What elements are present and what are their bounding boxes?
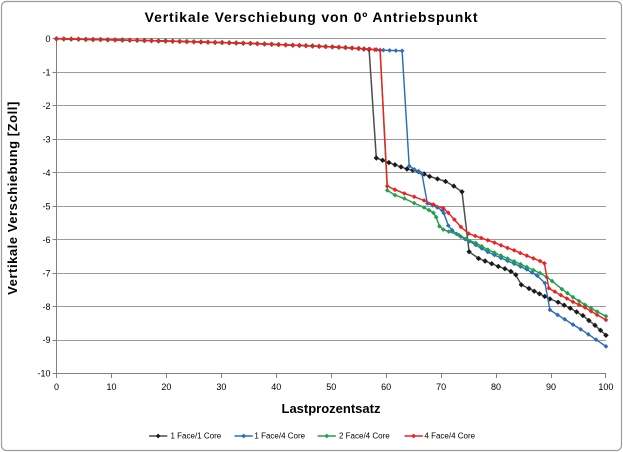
svg-text:2 Face/4 Core: 2 Face/4 Core xyxy=(339,432,390,441)
svg-text:0: 0 xyxy=(45,34,50,44)
svg-text:70: 70 xyxy=(436,382,446,392)
svg-text:-4: -4 xyxy=(42,168,50,178)
svg-text:-8: -8 xyxy=(42,302,50,312)
svg-text:50: 50 xyxy=(326,382,336,392)
svg-text:-3: -3 xyxy=(42,134,50,144)
svg-text:20: 20 xyxy=(161,382,171,392)
svg-text:Vertikale Verschiebung [Zoll]: Vertikale Verschiebung [Zoll] xyxy=(5,101,20,295)
svg-text:80: 80 xyxy=(491,382,501,392)
svg-text:Lastprozentsatz: Lastprozentsatz xyxy=(282,401,381,416)
svg-text:-10: -10 xyxy=(37,369,50,379)
svg-text:1 Face/4 Core: 1 Face/4 Core xyxy=(254,432,305,441)
svg-text:100: 100 xyxy=(598,382,613,392)
svg-text:-7: -7 xyxy=(42,268,50,278)
svg-text:Vertikale Verschiebung von 0º: Vertikale Verschiebung von 0º Antriebspu… xyxy=(145,9,479,25)
svg-text:90: 90 xyxy=(546,382,556,392)
svg-text:40: 40 xyxy=(271,382,281,392)
svg-text:-6: -6 xyxy=(42,235,50,245)
svg-text:30: 30 xyxy=(216,382,226,392)
svg-text:-9: -9 xyxy=(42,335,50,345)
svg-text:-1: -1 xyxy=(42,67,50,77)
svg-text:4 Face/4 Core: 4 Face/4 Core xyxy=(424,432,475,441)
svg-text:-2: -2 xyxy=(42,101,50,111)
svg-text:1 Face/1 Core: 1 Face/1 Core xyxy=(171,432,222,441)
svg-text:0: 0 xyxy=(54,382,59,392)
svg-text:10: 10 xyxy=(106,382,116,392)
svg-text:60: 60 xyxy=(381,382,391,392)
svg-text:-5: -5 xyxy=(42,201,50,211)
